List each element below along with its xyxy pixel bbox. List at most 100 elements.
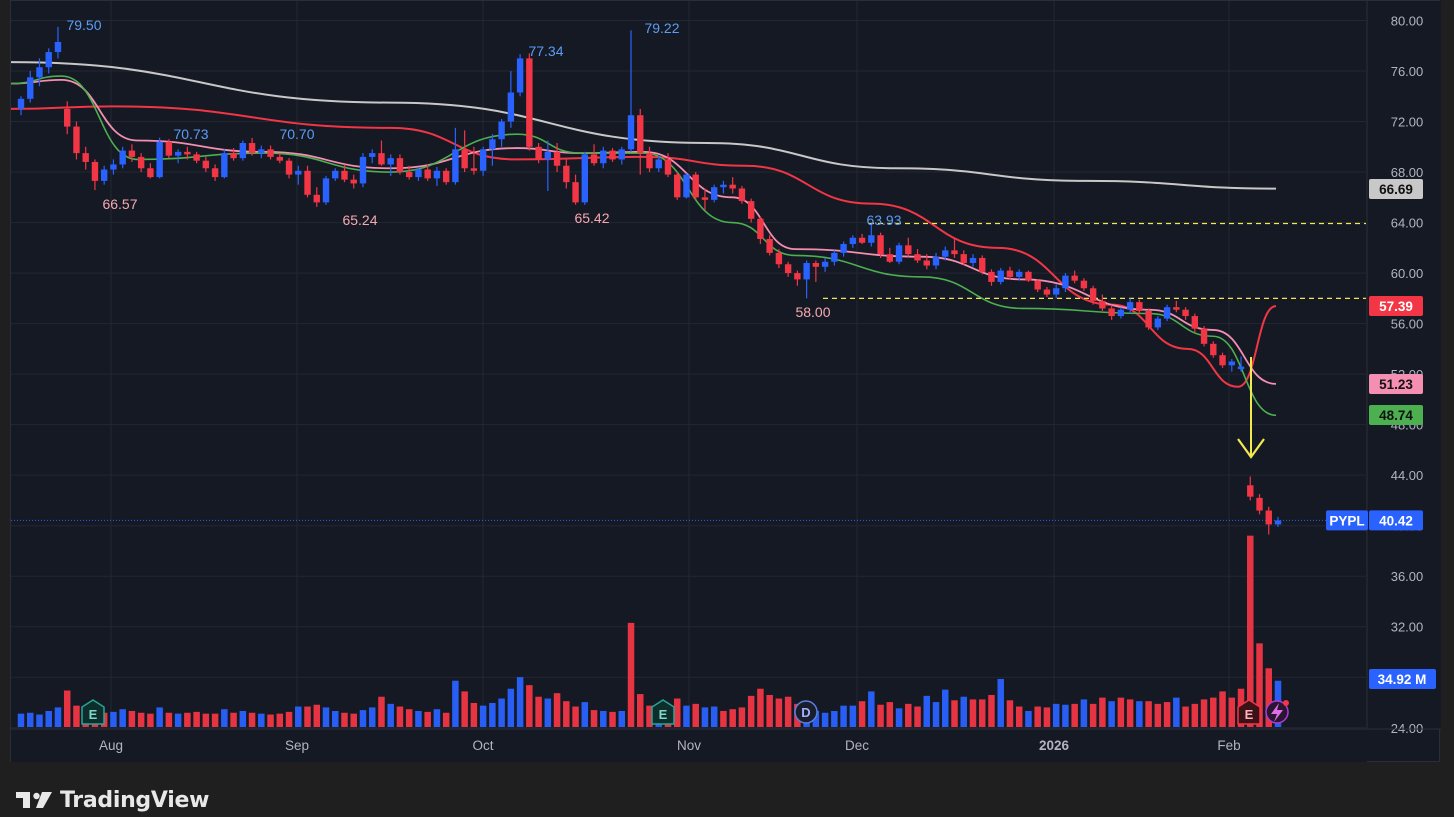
volume-bar — [202, 713, 210, 727]
volume-bar — [1006, 700, 1014, 727]
volume-bar — [1200, 699, 1208, 727]
volume-bar — [1182, 706, 1189, 727]
lightning-event-icon[interactable] — [1265, 700, 1289, 724]
volume-bar — [812, 710, 820, 727]
candle-body — [110, 164, 117, 170]
volume-bar — [923, 695, 931, 727]
candle-body — [1108, 308, 1115, 317]
candle-body — [1099, 300, 1106, 309]
svg-text:PYPL: PYPL — [1329, 513, 1364, 528]
time-axis[interactable]: Aug Sep Oct Nov Dec 2026 Feb — [11, 728, 1441, 762]
volume-bar — [350, 713, 357, 727]
candle-body — [766, 238, 773, 253]
candle-body — [442, 170, 450, 183]
candle-body — [572, 182, 579, 203]
volume-bar — [775, 698, 783, 727]
sma200-line — [11, 61, 1277, 190]
time-axis-label: 2026 — [1039, 738, 1070, 753]
candle-body — [17, 98, 25, 109]
earnings-event-icon[interactable]: E — [1237, 699, 1261, 725]
volume-bar — [45, 710, 52, 727]
volume-bar — [766, 694, 773, 727]
candle-body — [969, 257, 977, 263]
candle-body — [1256, 497, 1263, 511]
time-axis-label: Feb — [1217, 738, 1240, 753]
volume-bar — [341, 712, 348, 727]
candle-body — [137, 156, 145, 169]
earnings-event-icon[interactable]: E — [81, 699, 105, 725]
volume-bar — [1173, 697, 1180, 727]
candle-body — [1154, 318, 1162, 328]
volume-bar — [600, 710, 607, 727]
tradingview-logo[interactable]: TradingView — [14, 786, 209, 814]
volume-bar — [905, 703, 912, 727]
candle-body — [1006, 270, 1014, 277]
candle-body — [1089, 288, 1097, 301]
down-arrow-annotation[interactable] — [1237, 357, 1265, 459]
volume-bar — [387, 703, 394, 727]
chart-panel[interactable]: 79.50 66.57 70.73 70.70 65.24 77.34 79.22 65.42… — [10, 0, 1441, 763]
volume-bar — [332, 710, 339, 727]
price-axis-tick: 80.00 — [1391, 14, 1424, 29]
volume-bar — [415, 710, 422, 727]
earnings-event-icon[interactable]: E — [651, 699, 675, 725]
candle-body — [627, 115, 635, 150]
ema50-value-label: 57.39 — [1369, 296, 1423, 316]
price-axis[interactable]: 80.0076.0072.0068.0064.0060.0056.0052.00… — [1326, 1, 1441, 736]
volume-bar — [1025, 710, 1032, 727]
moving-averages — [11, 61, 1277, 417]
candle-body — [45, 52, 52, 68]
volume-bar — [258, 713, 265, 727]
volume-bar — [507, 688, 515, 727]
candle-body — [544, 151, 552, 160]
volume-bar — [304, 706, 311, 727]
candle-body — [258, 149, 265, 154]
candle-body — [1237, 366, 1245, 370]
candle-body — [147, 168, 154, 178]
candle-body — [128, 150, 136, 157]
volume-bar — [858, 701, 866, 727]
candle-body — [988, 271, 995, 282]
volume-bar — [673, 698, 681, 727]
volume-bar — [239, 710, 247, 727]
candle-body — [609, 150, 616, 160]
volume-bar — [479, 705, 487, 727]
candle-body — [1126, 302, 1134, 310]
candle-body — [1247, 485, 1254, 497]
volume-bar — [1062, 704, 1069, 727]
ema50-line — [11, 105, 1277, 388]
dividend-event-icon[interactable]: D — [794, 700, 818, 724]
volume-value-label: 34.92 M — [1369, 669, 1436, 689]
volume-bar — [1117, 697, 1125, 727]
candlestick-chart[interactable]: 79.50 66.57 70.73 70.70 65.24 77.34 79.22 65.42… — [11, 1, 1441, 763]
volume-bar — [784, 696, 792, 727]
candle-body — [332, 170, 339, 179]
candle-body — [877, 235, 884, 255]
candle-body — [230, 153, 237, 159]
volume-bar — [978, 699, 986, 727]
price-levels — [823, 222, 1366, 300]
ema20-line — [11, 78, 1277, 385]
candle-body — [156, 141, 163, 178]
volume-bar — [757, 688, 764, 727]
candle-body — [674, 174, 681, 198]
volume-bar — [526, 685, 533, 727]
volume-bar — [322, 707, 330, 727]
candle-body — [831, 252, 838, 262]
candle-body — [1274, 520, 1282, 525]
volume-bar — [692, 703, 699, 727]
candle-body — [470, 168, 478, 171]
volume-bar — [165, 712, 173, 727]
volume-bar — [988, 694, 995, 727]
candle-body — [646, 153, 653, 169]
svg-text:34.92 M: 34.92 M — [1378, 672, 1427, 687]
candle-body — [1071, 275, 1078, 281]
candle-body — [350, 179, 357, 184]
candle-body — [535, 146, 542, 160]
volume-bar — [119, 709, 126, 727]
candle-body — [369, 153, 376, 157]
candle-body — [1210, 343, 1217, 356]
candle-body — [683, 174, 690, 198]
candle-body — [489, 139, 496, 150]
volume-bar — [637, 694, 644, 727]
